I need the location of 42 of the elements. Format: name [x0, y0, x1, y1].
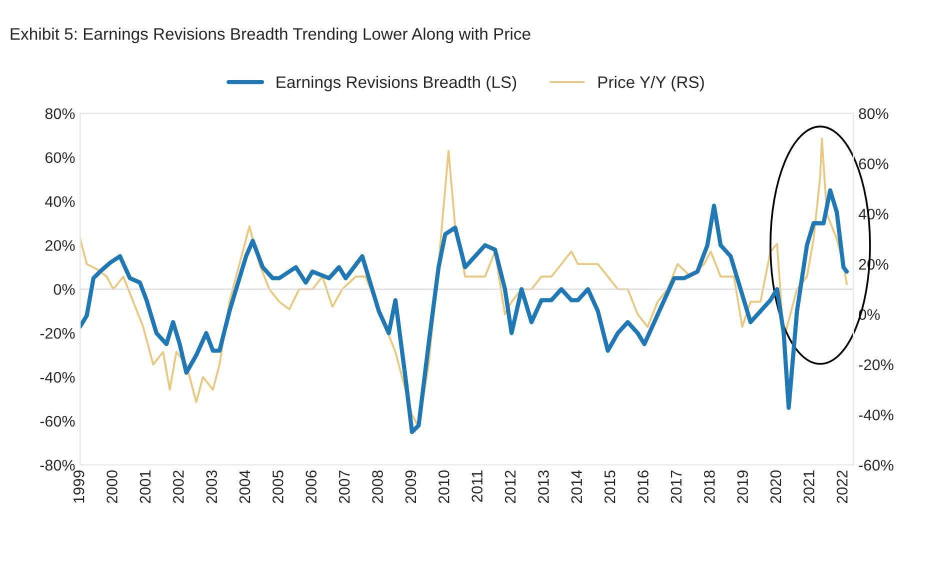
- y-tick-label: 60%: [45, 152, 75, 164]
- y-tick-label: 0%: [54, 284, 75, 295]
- x-tick-label: 2001: [140, 470, 151, 504]
- legend-label: Price Y/Y (RS): [598, 76, 704, 92]
- y2-tick-label: -20%: [858, 359, 894, 370]
- x-tick-label: 2007: [338, 470, 350, 504]
- x-tick-label: 2000: [106, 470, 118, 504]
- y2-tick-label: -60%: [858, 460, 894, 471]
- x-tick-label: 1999: [73, 470, 84, 503]
- y-tick-label: -80%: [40, 460, 75, 471]
- y-tick-label: -20%: [40, 328, 75, 339]
- x-tick-label: 2015: [604, 470, 616, 504]
- x-tick-label: 2017: [670, 470, 682, 504]
- y2-tick-label: -40%: [858, 410, 894, 420]
- y2-tick-label: 80%: [858, 108, 888, 120]
- x-tick-label: 2003: [206, 470, 218, 504]
- x-tick-label: 2021: [804, 470, 814, 504]
- x-tick-label: 2022: [836, 470, 848, 504]
- y2-tick-label: 60%: [859, 158, 888, 170]
- y-tick-label: 20%: [45, 240, 75, 251]
- y-tick-label: 40%: [45, 196, 75, 207]
- x-tick-label: 2018: [704, 470, 715, 504]
- x-tick-label: 2010: [438, 470, 450, 504]
- x-tick-label: 2002: [173, 470, 184, 504]
- x-tick-label: 2012: [504, 470, 516, 504]
- x-tick-label: 2006: [306, 470, 317, 504]
- x-tick-label: 2011: [472, 470, 482, 502]
- x-tick-label: 2014: [571, 470, 582, 504]
- x-tick-label: 2016: [638, 470, 648, 504]
- y-tick-label: 80%: [45, 108, 75, 120]
- x-tick-label: 2008: [372, 470, 383, 504]
- x-tick-label: 2019: [737, 470, 748, 504]
- x-tick-label: 2009: [405, 470, 416, 504]
- legend-label: Earnings Revisions Breadth (LS): [276, 76, 516, 92]
- y-tick-label: -40%: [40, 372, 75, 383]
- x-tick-label: 2020: [770, 470, 782, 504]
- line-series: [80, 188, 849, 434]
- chart-title: Exhibit 5: Earnings Revisions Breadth Trending Lower Along with Price: [10, 28, 530, 44]
- y-tick-label: -60%: [40, 416, 75, 427]
- x-tick-label: 2013: [538, 470, 549, 504]
- x-tick-label: 2005: [272, 470, 284, 504]
- x-tick-label: 2004: [239, 470, 250, 504]
